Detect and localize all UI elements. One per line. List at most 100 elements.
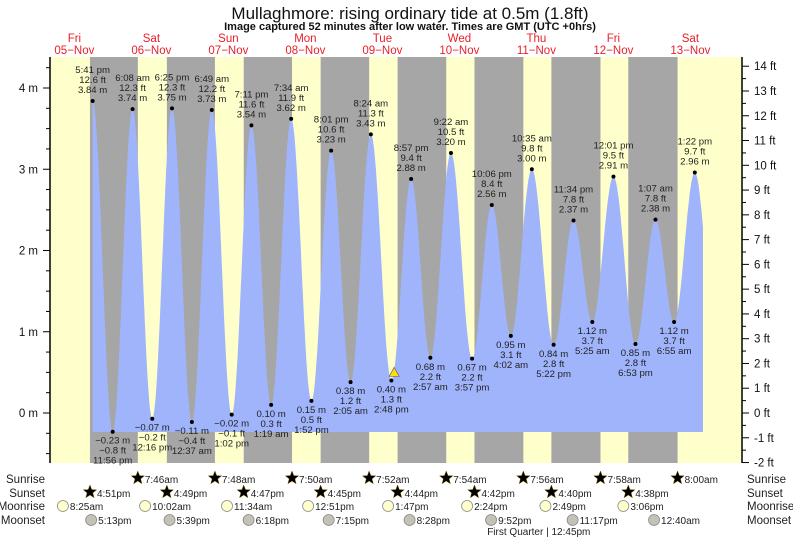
high-tide-time-label: 8:01 pm <box>314 115 349 126</box>
low-tide-m-value-label: 0.15 m <box>297 405 326 416</box>
sunset-star-icon <box>390 484 405 499</box>
moonrise-time: 3:06pm <box>630 502 663 513</box>
low-tide-time-label: 11:56 pm <box>93 456 132 467</box>
left-axis-label: 2 m <box>19 246 38 258</box>
high-tide-point <box>529 167 534 172</box>
date-label: 05−Nov <box>54 45 94 57</box>
moonrise-time: 8:25am <box>70 502 103 513</box>
day-of-week-label: Thu <box>526 33 546 45</box>
low-tide-ft-value-label: −0.2 ft <box>139 433 166 444</box>
low-tide-time-label: 5:25 am <box>575 346 610 357</box>
low-tide-m-value-label: 0.40 m <box>377 385 406 396</box>
sunrise-time: 7:48am <box>222 475 255 486</box>
low-tide-ft-value-label: −0.1 ft <box>218 429 245 440</box>
moonset-time: 5:39pm <box>177 516 210 527</box>
high-tide-m-value-label: 3.23 m <box>316 135 345 146</box>
moon-phase-label: First Quarter | 12:45pm <box>487 527 590 538</box>
low-tide-ft-value-label: 0.3 ft <box>260 419 282 430</box>
day-of-week-label: Sat <box>143 33 161 45</box>
left-axis-label: 0 m <box>19 408 38 420</box>
high-tide-point <box>90 99 95 103</box>
right-axis-label: 0 ft <box>754 408 771 420</box>
low-tide-point <box>389 378 394 383</box>
low-tide-time-label: 1:02 pm <box>214 439 249 450</box>
right-axis-label: 4 ft <box>754 309 771 321</box>
right-axis-label: 2 ft <box>754 358 771 370</box>
sunrise-star-icon <box>284 470 300 485</box>
day-of-week-label: Wed <box>448 33 471 45</box>
low-tide-ft-value-label: 1.3 ft <box>381 395 403 406</box>
high-tide-ft-value-label: 12.3 ft <box>159 82 186 93</box>
high-tide-ft-value-label: 11.6 ft <box>238 99 264 110</box>
right-axis-label: 14 ft <box>754 61 777 73</box>
high-tide-point <box>329 148 334 153</box>
moonset-time: 6:18pm <box>256 516 289 527</box>
low-tide-time-label: 6:53 pm <box>618 368 653 379</box>
moonset-time: 9:52pm <box>498 516 531 527</box>
high-tide-m-value-label: 3.00 m <box>517 153 546 164</box>
moonrise-time: 11:34am <box>234 502 272 513</box>
moonset-moon-icon <box>163 514 176 526</box>
low-tide-ft-value-label: 3.7 ft <box>663 336 685 347</box>
moonset-row-label: Moonset <box>1 515 46 527</box>
high-tide-ft-value-label: 8.4 ft <box>481 179 503 190</box>
low-tide-ft-value-label: 3.7 ft <box>582 336 604 347</box>
low-tide-time-label: 3:57 pm <box>455 383 490 394</box>
low-tide-point <box>110 429 115 434</box>
right-axis-label: 7 ft <box>754 235 771 247</box>
high-tide-time-label: 7:11 pm <box>234 89 268 100</box>
day-of-week-label: Sun <box>218 33 238 45</box>
sunrise-time: 7:56am <box>530 475 563 486</box>
right-axis-label: 11 ft <box>754 136 776 148</box>
right-axis-label: 8 ft <box>754 210 771 222</box>
moonrise-moon-icon <box>382 500 395 512</box>
high-tide-m-value-label: 3.74 m <box>118 93 147 104</box>
high-tide-point <box>448 151 453 155</box>
sunset-star-icon <box>467 484 482 499</box>
moonset-moon-icon <box>403 514 416 526</box>
sunrise-star-icon <box>438 470 454 485</box>
low-tide-m-value-label: −0.23 m <box>95 436 130 447</box>
sunset-time: 4:38pm <box>635 489 668 500</box>
high-tide-ft-value-label: 10.5 ft <box>438 127 465 138</box>
high-tide-time-label: 6:08 am <box>115 73 150 84</box>
high-tide-point <box>130 107 135 112</box>
moonrise-time: 10:02am <box>152 502 191 513</box>
sunset-time: 4:45pm <box>328 489 361 500</box>
left-axis-label: 4 m <box>19 83 38 95</box>
low-tide-ft-value-label: 3.1 ft <box>500 350 522 361</box>
high-tide-ft-value-label: 7.8 ft <box>645 194 667 205</box>
high-tide-m-value-label: 2.38 m <box>641 204 670 215</box>
low-tide-m-value-label: 0.95 m <box>496 340 525 351</box>
low-tide-time-label: 6:55 am <box>657 346 692 357</box>
low-tide-point <box>189 419 194 424</box>
high-tide-ft-value-label: 9.5 ft <box>603 151 625 162</box>
high-tide-time-label: 5:41 pm <box>75 65 110 76</box>
moonrise-moon-icon <box>57 500 69 512</box>
moonrise-time: 12:51pm <box>315 502 354 513</box>
high-tide-point <box>692 170 697 175</box>
chart-subtitle: Image captured 52 minutes after low wate… <box>224 21 596 33</box>
moonset-time: 5:13pm <box>98 516 131 527</box>
sunrise-time: 7:52am <box>376 475 409 486</box>
high-tide-m-value-label: 3.62 m <box>277 103 306 114</box>
low-tide-ft-value-label: 1.2 ft <box>340 396 362 407</box>
moonset-moon-icon <box>566 514 579 526</box>
right-axis-label: 12 ft <box>754 111 777 123</box>
high-tide-time-label: 8:57 pm <box>394 143 429 154</box>
low-tide-time-label: 2:57 am <box>413 382 448 393</box>
tide-water-area <box>92 101 704 432</box>
date-label: 07−Nov <box>208 45 248 57</box>
axes: 0 m 1 m 2 m 3 m 4 m -2 ft -1 ft 0 ft 1 ft 2 ft 3 f… <box>19 57 777 470</box>
date-label: 08−Nov <box>285 45 325 57</box>
high-tide-m-value-label: 3.75 m <box>157 92 186 103</box>
low-tide-m-value-label: 0.85 m <box>621 348 650 359</box>
low-tide-m-value-label: 0.38 m <box>336 386 365 397</box>
high-tide-time-label: 10:06 pm <box>472 169 512 180</box>
high-tide-m-value-label: 2.37 m <box>559 204 588 215</box>
sunset-time: 4:44pm <box>405 489 438 500</box>
high-tide-ft-value-label: 11.9 ft <box>278 93 304 104</box>
high-tide-m-value-label: 2.91 m <box>599 161 628 172</box>
sunset-star-icon <box>313 484 328 499</box>
